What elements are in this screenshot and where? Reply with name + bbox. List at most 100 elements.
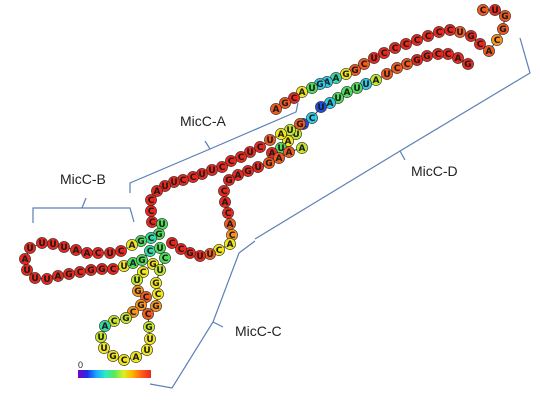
nucleotide: G	[421, 50, 433, 62]
nucleotide-base: A	[299, 144, 306, 154]
nucleotide-base: G	[351, 66, 358, 76]
nucleotide: G	[499, 10, 511, 22]
nucleotide-circle	[315, 101, 327, 113]
nucleotide-base: C	[216, 246, 223, 256]
nucleotide-circle	[150, 300, 162, 312]
nucleotide-base: U	[158, 220, 165, 230]
nucleotide-circle	[98, 342, 110, 354]
nucleotide: U	[351, 82, 363, 94]
nucleotide-base: C	[148, 234, 155, 244]
nucleotide: U	[381, 68, 393, 80]
nucleotide: G	[294, 118, 306, 130]
nucleotide: A	[483, 45, 495, 57]
nucleotide-base: U	[31, 274, 38, 284]
nucleotide: A	[52, 270, 64, 282]
nucleotide-base: G	[145, 323, 152, 333]
nucleotide-base: A	[285, 137, 292, 147]
backbone-strand	[271, 53, 469, 154]
nucleotide-base: U	[353, 84, 360, 94]
nucleotide: C	[107, 263, 119, 275]
nucleotide: U	[194, 250, 206, 262]
nucleotide-circle	[283, 146, 295, 158]
nucleotide-base: G	[225, 176, 232, 186]
nucleotide-circle	[254, 141, 266, 153]
nucleotide-base: C	[436, 28, 443, 38]
nucleotide: G	[143, 321, 155, 333]
nucleotide-base: U	[120, 262, 127, 272]
nucleotide-circle	[70, 244, 82, 256]
nucleotide: C	[422, 30, 434, 42]
nucleotide: A	[452, 52, 464, 64]
nucleotide: A	[151, 185, 163, 197]
nucleotide: A	[232, 169, 244, 181]
nucleotide-base: A	[373, 76, 380, 86]
nucleotide: C	[145, 232, 157, 244]
nucleotide-base: G	[413, 56, 420, 66]
nucleotide-base: G	[244, 167, 251, 177]
nucleotide: U	[196, 168, 208, 180]
nucleotide: A	[130, 351, 142, 363]
nucleotide-base: A	[154, 187, 161, 197]
nucleotide: G	[223, 174, 235, 186]
nucleotide-base: A	[227, 240, 234, 250]
nucleotide: A	[224, 238, 236, 250]
nucleotide-circle	[452, 52, 464, 64]
nucleotide: G	[63, 268, 75, 280]
nucleotide: A	[330, 72, 342, 84]
nucleotide: G	[135, 299, 147, 311]
nucleotide-base: U	[23, 266, 30, 276]
nucleotide: G	[465, 30, 477, 42]
nucleotide: A	[270, 103, 282, 115]
nucleotide: G	[242, 165, 254, 177]
nucleotide: U	[58, 241, 70, 253]
nucleotide-base: U	[26, 244, 33, 254]
nucleotide: C	[400, 38, 412, 50]
nucleotide-base: U	[292, 130, 299, 140]
nucleotide-circle	[235, 151, 247, 163]
nucleotide-base: G	[186, 249, 193, 259]
nucleotide-circle	[36, 237, 48, 249]
nucleotide: U	[315, 101, 327, 113]
nucleotide: C	[175, 243, 187, 255]
nucleotide: G	[85, 264, 97, 276]
nucleotide-circle	[107, 263, 119, 275]
nucleotide-circle	[296, 142, 308, 154]
nucleotide-base: C	[121, 356, 128, 366]
nucleotide-circle	[391, 62, 403, 74]
nucleotide: U	[98, 342, 110, 354]
nucleotide-circle	[143, 321, 155, 333]
nucleotide-circle	[41, 273, 53, 285]
nucleotide-base: C	[238, 153, 245, 163]
nucleotide-circle	[477, 4, 489, 16]
nucleotide: C	[222, 207, 234, 219]
nucleotide-base: A	[273, 105, 280, 115]
nucleotide-base: G	[137, 301, 144, 311]
nucleotide-circle	[400, 38, 412, 50]
nucleotide-base: C	[494, 36, 501, 46]
nucleotide-base: C	[221, 187, 228, 197]
nucleotide-circle	[95, 331, 107, 343]
nucleotide-base: U	[146, 335, 153, 345]
nucleotide: C	[142, 308, 154, 320]
nucleotide-circle	[351, 82, 363, 94]
nucleotide: U	[36, 237, 48, 249]
nucleotide-base: A	[222, 198, 229, 208]
nucleotide: U	[141, 344, 153, 356]
nucleotide-circle	[491, 34, 503, 46]
nucleotide: C	[216, 161, 228, 173]
nucleotide-circle	[159, 252, 171, 264]
nucleotide-base: U	[49, 240, 56, 250]
nucleotide-circle	[263, 157, 275, 169]
nucleotide-circle	[252, 161, 264, 173]
nucleotide-base: G	[155, 230, 162, 240]
nucleotide: U	[95, 331, 107, 343]
nucleotide-base: G	[464, 60, 471, 70]
nucleotide: C	[358, 58, 370, 70]
nucleotide-base: U	[286, 126, 293, 136]
nucleotide-base: C	[445, 50, 452, 60]
nucleotide-circle	[244, 146, 256, 158]
nucleotide-base: U	[170, 178, 177, 188]
nucleotide-circle	[378, 47, 390, 59]
nucleotide: A	[19, 253, 31, 265]
